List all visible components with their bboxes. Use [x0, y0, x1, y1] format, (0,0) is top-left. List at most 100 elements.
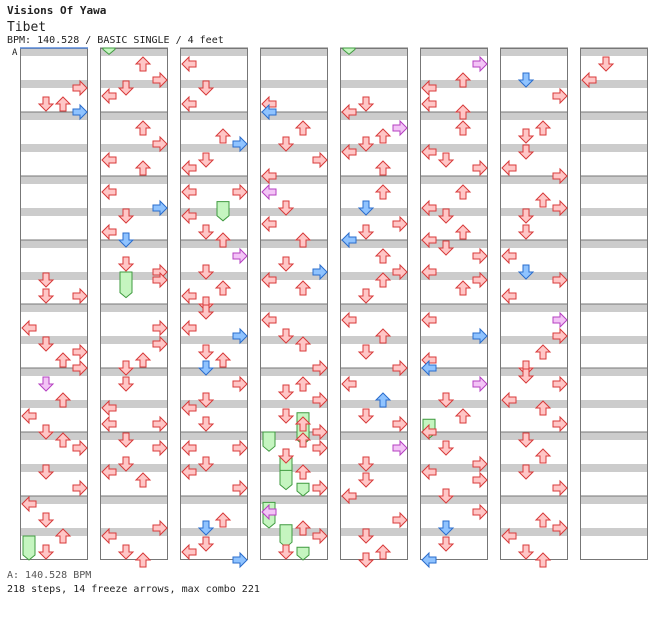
up-arrow: [214, 232, 232, 248]
left-arrow: [101, 527, 117, 545]
beat-stripe: [580, 208, 648, 216]
right-arrow: [552, 199, 568, 217]
beat-stripe: [340, 368, 408, 376]
down-arrow: [277, 256, 295, 272]
down-arrow: [197, 360, 215, 376]
beat-stripe: [420, 240, 488, 248]
up-arrow: [294, 416, 312, 432]
left-arrow: [21, 407, 37, 425]
beat-stripe: [180, 240, 248, 248]
up-arrow: [454, 104, 472, 120]
beat-stripe: [260, 208, 328, 216]
right-arrow: [72, 359, 88, 377]
right-arrow: [72, 479, 88, 497]
right-arrow: [392, 215, 408, 233]
freeze-arrow: [119, 271, 133, 299]
chart-column: [180, 47, 248, 560]
down-arrow: [277, 200, 295, 216]
up-arrow: [294, 336, 312, 352]
down-arrow: [117, 456, 135, 472]
right-arrow: [312, 151, 328, 169]
beat-stripe: [20, 80, 88, 88]
up-arrow: [454, 280, 472, 296]
up-arrow: [294, 376, 312, 392]
beat-stripe: [420, 496, 488, 504]
right-arrow: [152, 519, 168, 537]
beat-stripe: [180, 496, 248, 504]
up-arrow: [214, 280, 232, 296]
up-arrow: [294, 280, 312, 296]
right-arrow: [472, 503, 488, 521]
up-arrow: [374, 272, 392, 288]
chart-column: [100, 47, 168, 560]
beat-stripe: [420, 336, 488, 344]
beat-stripe: [340, 496, 408, 504]
left-arrow: [421, 143, 437, 161]
beat-stripe: [580, 336, 648, 344]
left-arrow: [261, 167, 277, 185]
right-arrow: [152, 319, 168, 337]
left-arrow: [181, 287, 197, 305]
down-arrow: [517, 224, 535, 240]
freeze-arrow: [22, 535, 36, 561]
chart-column: [580, 47, 648, 560]
down-arrow: [517, 432, 535, 448]
chart-column: [260, 47, 328, 560]
up-arrow: [374, 128, 392, 144]
beat-stripe: [100, 368, 168, 376]
beat-stripe: [20, 272, 88, 280]
right-arrow: [472, 375, 488, 393]
beat-stripe: [180, 208, 248, 216]
beat-stripe: [340, 112, 408, 120]
right-arrow: [552, 479, 568, 497]
up-arrow: [294, 232, 312, 248]
beat-stripe: [260, 528, 328, 536]
left-arrow: [21, 495, 37, 513]
down-arrow: [277, 384, 295, 400]
beat-stripe: [420, 144, 488, 152]
up-arrow: [54, 432, 72, 448]
left-arrow: [421, 263, 437, 281]
right-arrow: [392, 119, 408, 137]
beat-stripe: [340, 240, 408, 248]
left-arrow: [421, 423, 437, 441]
beat-stripe: [20, 144, 88, 152]
left-arrow: [501, 287, 517, 305]
up-arrow: [294, 464, 312, 480]
left-arrow: [181, 439, 197, 457]
right-arrow: [312, 423, 328, 441]
beat-stripe: [500, 144, 568, 152]
beat-stripe: [180, 144, 248, 152]
down-arrow: [437, 520, 455, 536]
down-arrow: [437, 240, 455, 256]
column-border: [260, 48, 328, 560]
beat-stripe: [100, 208, 168, 216]
up-arrow: [134, 352, 152, 368]
beat-stripe: [20, 208, 88, 216]
up-arrow: [134, 160, 152, 176]
beat-stripe: [20, 432, 88, 440]
left-arrow: [101, 87, 117, 105]
up-arrow: [534, 512, 552, 528]
down-arrow: [357, 408, 375, 424]
beat-stripe: [260, 400, 328, 408]
right-arrow: [552, 519, 568, 537]
beat-stripe: [340, 144, 408, 152]
beat-stripe: [260, 304, 328, 312]
down-arrow: [357, 136, 375, 152]
beat-stripe: [20, 368, 88, 376]
up-arrow: [54, 528, 72, 544]
column-border: [420, 48, 488, 560]
beat-stripe: [260, 432, 328, 440]
left-arrow: [181, 399, 197, 417]
beat-stripe: [580, 48, 648, 56]
beat-stripe: [420, 368, 488, 376]
left-arrow: [421, 199, 437, 217]
beat-stripe: [180, 400, 248, 408]
up-arrow: [374, 328, 392, 344]
beat-stripe: [20, 496, 88, 504]
beat-stripe: [340, 208, 408, 216]
bpm-summary: A: 140.528 BPM: [7, 570, 92, 581]
beat-stripe: [420, 432, 488, 440]
beat-stripe: [100, 496, 168, 504]
